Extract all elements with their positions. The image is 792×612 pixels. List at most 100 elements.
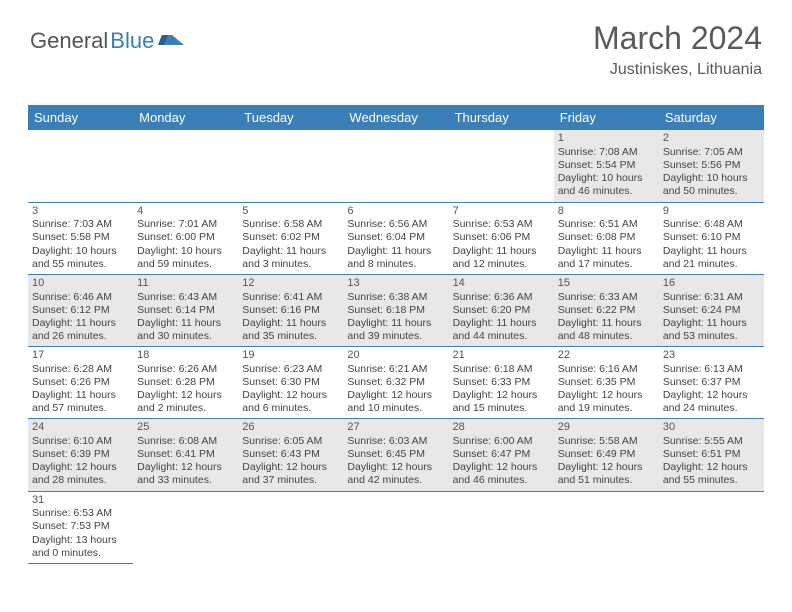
calendar-day-cell: 21Sunrise: 6:18 AMSunset: 6:33 PMDayligh… xyxy=(449,347,554,419)
calendar-day-cell: 4Sunrise: 7:01 AMSunset: 6:00 PMDaylight… xyxy=(133,202,238,274)
weekday-saturday: Saturday xyxy=(659,105,764,130)
daylight-text: and 57 minutes. xyxy=(32,402,129,415)
daylight-text: Daylight: 11 hours xyxy=(663,317,760,330)
daylight-text: Daylight: 12 hours xyxy=(663,461,760,474)
calendar-day-cell xyxy=(133,491,238,563)
sunset-text: Sunset: 6:43 PM xyxy=(242,448,339,461)
calendar-day-cell: 2Sunrise: 7:05 AMSunset: 5:56 PMDaylight… xyxy=(659,130,764,202)
sunrise-text: Sunrise: 6:43 AM xyxy=(137,291,234,304)
calendar-day-cell: 7Sunrise: 6:53 AMSunset: 6:06 PMDaylight… xyxy=(449,202,554,274)
sunset-text: Sunset: 6:02 PM xyxy=(242,231,339,244)
calendar-day-cell: 24Sunrise: 6:10 AMSunset: 6:39 PMDayligh… xyxy=(28,419,133,491)
sunrise-text: Sunrise: 6:33 AM xyxy=(558,291,655,304)
calendar-day-cell xyxy=(238,491,343,563)
calendar-day-cell xyxy=(659,491,764,563)
daylight-text: Daylight: 10 hours xyxy=(663,172,760,185)
daylight-text: and 51 minutes. xyxy=(558,474,655,487)
sunrise-text: Sunrise: 6:23 AM xyxy=(242,363,339,376)
daylight-text: Daylight: 10 hours xyxy=(558,172,655,185)
day-number: 26 xyxy=(242,421,339,435)
daylight-text: and 28 minutes. xyxy=(32,474,129,487)
daylight-text: Daylight: 12 hours xyxy=(558,389,655,402)
day-number: 7 xyxy=(453,205,550,219)
location-label: Justiniskes, Lithuania xyxy=(593,61,762,79)
daylight-text: and 33 minutes. xyxy=(137,474,234,487)
day-number: 5 xyxy=(242,205,339,219)
sunrise-text: Sunrise: 5:55 AM xyxy=(663,435,760,448)
calendar-table: Sunday Monday Tuesday Wednesday Thursday… xyxy=(28,105,764,564)
calendar-day-cell: 17Sunrise: 6:28 AMSunset: 6:26 PMDayligh… xyxy=(28,347,133,419)
day-number: 14 xyxy=(453,277,550,291)
daylight-text: and 53 minutes. xyxy=(663,330,760,343)
calendar-week-row: 10Sunrise: 6:46 AMSunset: 6:12 PMDayligh… xyxy=(28,274,764,346)
sunset-text: Sunset: 7:53 PM xyxy=(32,520,129,533)
sunrise-text: Sunrise: 6:16 AM xyxy=(558,363,655,376)
sunrise-text: Sunrise: 6:03 AM xyxy=(347,435,444,448)
calendar-day-cell: 12Sunrise: 6:41 AMSunset: 6:16 PMDayligh… xyxy=(238,274,343,346)
daylight-text: and 39 minutes. xyxy=(347,330,444,343)
daylight-text: and 55 minutes. xyxy=(32,258,129,271)
day-number: 10 xyxy=(32,277,129,291)
calendar-day-cell: 8Sunrise: 6:51 AMSunset: 6:08 PMDaylight… xyxy=(554,202,659,274)
calendar-day-cell: 23Sunrise: 6:13 AMSunset: 6:37 PMDayligh… xyxy=(659,347,764,419)
sunrise-text: Sunrise: 6:51 AM xyxy=(558,218,655,231)
day-number: 13 xyxy=(347,277,444,291)
daylight-text: and 37 minutes. xyxy=(242,474,339,487)
daylight-text: Daylight: 12 hours xyxy=(137,461,234,474)
day-number: 30 xyxy=(663,421,760,435)
sunset-text: Sunset: 6:08 PM xyxy=(558,231,655,244)
calendar-day-cell: 6Sunrise: 6:56 AMSunset: 6:04 PMDaylight… xyxy=(343,202,448,274)
logo: General Blue xyxy=(30,28,184,54)
daylight-text: Daylight: 12 hours xyxy=(242,389,339,402)
logo-text-blue: Blue xyxy=(110,28,154,54)
calendar-day-cell: 31Sunrise: 6:53 AMSunset: 7:53 PMDayligh… xyxy=(28,491,133,563)
day-number: 31 xyxy=(32,494,129,508)
daylight-text: Daylight: 10 hours xyxy=(137,245,234,258)
day-number: 1 xyxy=(558,132,655,146)
daylight-text: Daylight: 11 hours xyxy=(453,317,550,330)
calendar-day-cell: 20Sunrise: 6:21 AMSunset: 6:32 PMDayligh… xyxy=(343,347,448,419)
daylight-text: and 19 minutes. xyxy=(558,402,655,415)
daylight-text: Daylight: 11 hours xyxy=(663,245,760,258)
day-number: 9 xyxy=(663,205,760,219)
daylight-text: and 46 minutes. xyxy=(558,185,655,198)
sunset-text: Sunset: 6:04 PM xyxy=(347,231,444,244)
weekday-tuesday: Tuesday xyxy=(238,105,343,130)
calendar-day-cell: 16Sunrise: 6:31 AMSunset: 6:24 PMDayligh… xyxy=(659,274,764,346)
sunset-text: Sunset: 6:24 PM xyxy=(663,304,760,317)
day-number: 3 xyxy=(32,205,129,219)
sunset-text: Sunset: 6:28 PM xyxy=(137,376,234,389)
sunset-text: Sunset: 6:41 PM xyxy=(137,448,234,461)
calendar-week-row: 31Sunrise: 6:53 AMSunset: 7:53 PMDayligh… xyxy=(28,491,764,563)
sunset-text: Sunset: 6:10 PM xyxy=(663,231,760,244)
daylight-text: Daylight: 13 hours xyxy=(32,534,129,547)
sunrise-text: Sunrise: 7:03 AM xyxy=(32,218,129,231)
sunrise-text: Sunrise: 6:53 AM xyxy=(32,507,129,520)
sunrise-text: Sunrise: 6:56 AM xyxy=(347,218,444,231)
sunset-text: Sunset: 6:12 PM xyxy=(32,304,129,317)
calendar-day-cell: 11Sunrise: 6:43 AMSunset: 6:14 PMDayligh… xyxy=(133,274,238,346)
day-number: 17 xyxy=(32,349,129,363)
daylight-text: Daylight: 11 hours xyxy=(137,317,234,330)
sunrise-text: Sunrise: 6:13 AM xyxy=(663,363,760,376)
sunset-text: Sunset: 6:18 PM xyxy=(347,304,444,317)
day-number: 24 xyxy=(32,421,129,435)
calendar-day-cell: 9Sunrise: 6:48 AMSunset: 6:10 PMDaylight… xyxy=(659,202,764,274)
daylight-text: and 30 minutes. xyxy=(137,330,234,343)
day-number: 21 xyxy=(453,349,550,363)
day-number: 25 xyxy=(137,421,234,435)
sunset-text: Sunset: 6:30 PM xyxy=(242,376,339,389)
calendar-day-cell: 5Sunrise: 6:58 AMSunset: 6:02 PMDaylight… xyxy=(238,202,343,274)
daylight-text: Daylight: 12 hours xyxy=(453,389,550,402)
daylight-text: Daylight: 12 hours xyxy=(347,389,444,402)
calendar-day-cell: 27Sunrise: 6:03 AMSunset: 6:45 PMDayligh… xyxy=(343,419,448,491)
sunrise-text: Sunrise: 7:01 AM xyxy=(137,218,234,231)
day-number: 20 xyxy=(347,349,444,363)
daylight-text: and 8 minutes. xyxy=(347,258,444,271)
day-number: 8 xyxy=(558,205,655,219)
calendar-day-cell: 30Sunrise: 5:55 AMSunset: 6:51 PMDayligh… xyxy=(659,419,764,491)
daylight-text: and 17 minutes. xyxy=(558,258,655,271)
daylight-text: and 12 minutes. xyxy=(453,258,550,271)
calendar-day-cell: 22Sunrise: 6:16 AMSunset: 6:35 PMDayligh… xyxy=(554,347,659,419)
weekday-header-row: Sunday Monday Tuesday Wednesday Thursday… xyxy=(28,105,764,130)
